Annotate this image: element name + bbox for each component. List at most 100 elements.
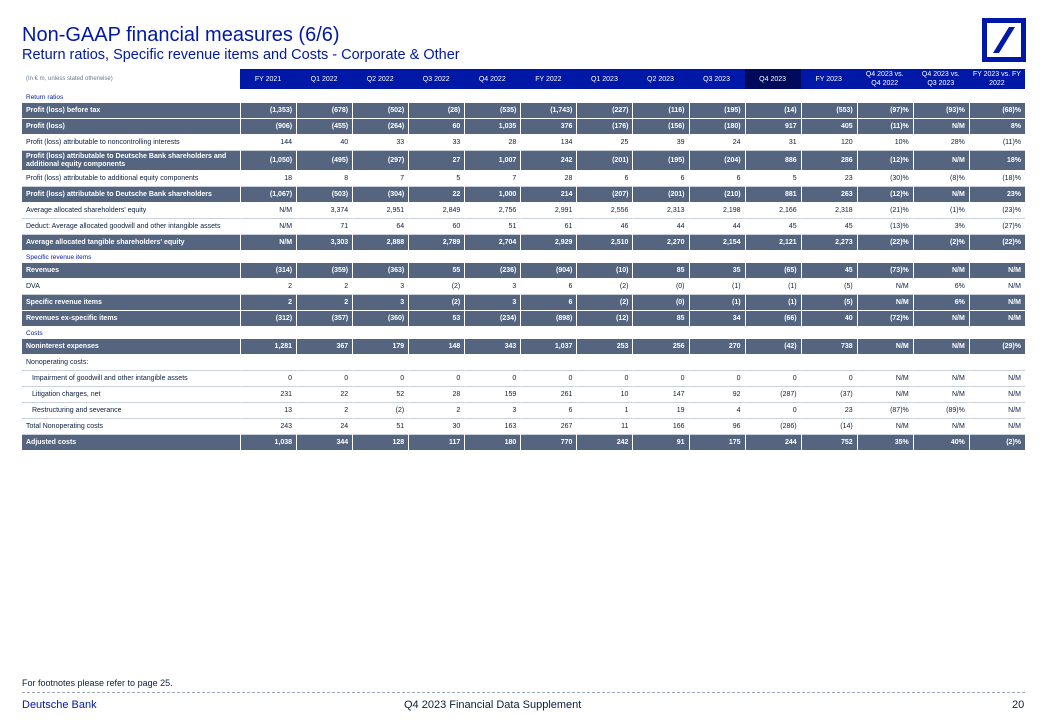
table-cell: 4 (688, 403, 745, 419)
table-cell: (14) (744, 103, 801, 119)
table-cell: 28 (408, 387, 465, 403)
table-cell: (12)% (856, 151, 913, 171)
table-cell (912, 355, 969, 371)
table-cell: 244 (744, 435, 801, 451)
table-body: Return ratios Profit (loss) before tax (1,… (22, 91, 1025, 451)
row-label: Profit (loss) before tax (22, 103, 241, 119)
table-cell: 0 (576, 371, 633, 387)
table-cell: (12)% (856, 187, 913, 203)
table-cell: 39 (632, 135, 689, 151)
table-cell: 2 (240, 295, 297, 311)
table-cell: 120 (800, 135, 857, 151)
table-cell: 7 (352, 171, 409, 187)
table-cell: 40 (296, 135, 353, 151)
page-number: 20 (1012, 699, 1025, 711)
table-cell: (2) (352, 403, 409, 419)
table-cell: (227) (576, 103, 633, 119)
table-cell: (195) (688, 103, 745, 119)
table-cell: 7 (464, 171, 521, 187)
row-label: Nonoperating costs: (22, 355, 241, 371)
table-cell: (89)% (912, 403, 969, 419)
table-cell: (65) (744, 263, 801, 279)
table-cell: 25 (576, 135, 633, 151)
page-subtitle: Return ratios, Specific revenue items an… (22, 47, 460, 63)
row-label: Adjusted costs (22, 435, 241, 451)
table-cell: 2 (296, 403, 353, 419)
row-label: Restructuring and severance (22, 403, 241, 419)
table-cell: 44 (632, 219, 689, 235)
table-cell: 60 (408, 119, 465, 135)
table-cell: N/M (968, 371, 1025, 387)
table-cell: 344 (296, 435, 353, 451)
table-cell: 175 (688, 435, 745, 451)
table-cell: 6% (912, 295, 969, 311)
table-cell: (363) (352, 263, 409, 279)
table-cell: (2) (408, 295, 465, 311)
table-cell: 1 (576, 403, 633, 419)
table-cell: 3 (464, 279, 521, 295)
table-cell: 61 (520, 219, 577, 235)
table-cell: (898) (520, 311, 577, 327)
table-cell: (18)% (968, 171, 1025, 187)
table-cell: (210) (688, 187, 745, 203)
table-cell: 27 (408, 151, 465, 171)
financial-table: (In € m, unless stated otherwise) FY 202… (22, 69, 1025, 451)
table-cell: 148 (408, 339, 465, 355)
table-cell: 23 (800, 171, 857, 187)
table-cell: 405 (800, 119, 857, 135)
table-cell: N/M (912, 151, 969, 171)
table-cell (520, 355, 577, 371)
table-cell: (207) (576, 187, 633, 203)
table-cell: (30)% (856, 171, 913, 187)
table-cell: N/M (968, 403, 1025, 419)
table-cell: (0) (632, 279, 689, 295)
table-cell: 8% (968, 119, 1025, 135)
column-header: FY 2022 (520, 69, 577, 91)
table-cell: 2,849 (408, 203, 465, 219)
column-header: FY 2021 (240, 69, 297, 91)
column-header: Q2 2022 (352, 69, 409, 91)
column-header: Q3 2023 (688, 69, 745, 91)
table-cell: 256 (632, 339, 689, 355)
table-cell: 22 (296, 387, 353, 403)
table-cell: N/M (912, 339, 969, 355)
footer-document-title: Q4 2023 Financial Data Supplement (404, 699, 582, 711)
table-cell: N/M (912, 387, 969, 403)
table-cell: 0 (800, 371, 857, 387)
table-cell: 35% (856, 435, 913, 451)
column-header: Q3 2022 (408, 69, 465, 91)
table-cell: (13)% (856, 219, 913, 235)
table-cell: 2,789 (408, 235, 465, 251)
table-cell: (553) (800, 103, 857, 119)
table-cell: (0) (632, 295, 689, 311)
footnote: For footnotes please refer to page 25. (22, 678, 173, 688)
table-cell (800, 355, 857, 371)
table-cell: 6% (912, 279, 969, 295)
table-cell: (116) (632, 103, 689, 119)
table-cell: 738 (800, 339, 857, 355)
table-cell: 134 (520, 135, 577, 151)
table-cell: 30 (408, 419, 465, 435)
table-cell: 45 (744, 219, 801, 235)
table-cell: (176) (576, 119, 633, 135)
table-cell: N/M (856, 387, 913, 403)
table-cell: N/M (240, 203, 297, 219)
table-cell: (502) (352, 103, 409, 119)
table-cell: (27)% (968, 219, 1025, 235)
table-cell: 2 (408, 403, 465, 419)
table-cell: 13 (240, 403, 297, 419)
table-row: Revenues (314) (359) (363) 55 (236) (904) (10) 8… (22, 263, 1025, 279)
column-header: Q4 2023 vs. Q3 2023 (912, 69, 969, 91)
table-cell: 6 (520, 295, 577, 311)
table-cell: (72)% (856, 311, 913, 327)
table-cell: (201) (632, 187, 689, 203)
table-cell (464, 355, 521, 371)
table-cell: (2) (576, 295, 633, 311)
table-cell: 0 (520, 371, 577, 387)
table-cell: 1,000 (464, 187, 521, 203)
table-cell: 1,037 (520, 339, 577, 355)
column-header: FY 2023 (800, 69, 857, 91)
table-cell (352, 355, 409, 371)
table-cell: 6 (520, 403, 577, 419)
table-cell: N/M (912, 263, 969, 279)
